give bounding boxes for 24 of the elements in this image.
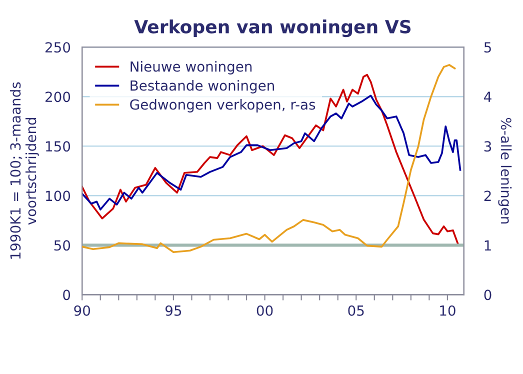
y-tick-label: 50 — [54, 240, 70, 251]
y2-tick-label: 2 — [484, 190, 491, 201]
y-tick-label: 250 — [46, 42, 70, 53]
legend-label: Bestaande woningen — [130, 80, 274, 94]
y2-tick-label: 5 — [484, 42, 491, 53]
y2-tick-label: 0 — [484, 290, 492, 300]
y-axis-title: 1990K1 = 100; 3-maands voortschrijdend — [10, 82, 39, 259]
chart-title: Verkopen van woningen VS — [134, 20, 411, 38]
legend-label: Nieuwe woningen — [130, 61, 252, 74]
x-tick-label: 95 — [165, 305, 182, 316]
y-tick-label: 200 — [46, 92, 70, 102]
y-tick-label: 150 — [46, 141, 70, 152]
y2-tick-label: 1 — [484, 240, 491, 250]
legend-label: Gedwongen verkopen, r-as — [130, 99, 316, 112]
y-tick-label: 100 — [46, 190, 70, 202]
x-tick-label: 90 — [74, 305, 90, 316]
y2-axis-title: %-alle leningen — [498, 118, 512, 224]
x-tick-label: 10 — [440, 305, 456, 316]
x-tick-label: 05 — [348, 305, 364, 316]
y2-tick-label: 3 — [484, 141, 492, 152]
y-tick-label: 0 — [63, 290, 70, 300]
x-tick-label: 00 — [256, 305, 273, 316]
line-series — [82, 94, 462, 210]
y2-tick-label: 4 — [484, 92, 492, 102]
